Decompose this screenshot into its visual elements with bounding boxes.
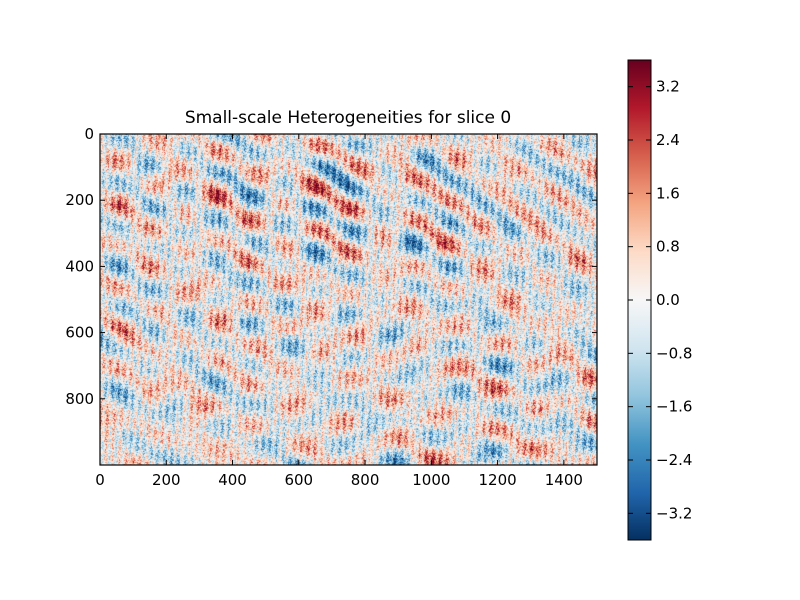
x-tick-label: 0: [95, 471, 105, 489]
heatmap-image: [100, 134, 597, 465]
x-tick-label: 400: [218, 471, 247, 489]
x-tick-label: 1400: [545, 471, 583, 489]
x-tick-label: 200: [152, 471, 181, 489]
colorbar-tick-label: 0.0: [656, 291, 680, 309]
colorbar-tick-label: 2.4: [656, 131, 680, 149]
colorbar-tick-label: 3.2: [656, 78, 680, 96]
chart-title: Small-scale Heterogeneities for slice 0: [185, 108, 511, 128]
y-tick-label: 600: [65, 324, 94, 342]
y-tick-label: 400: [65, 257, 94, 275]
colorbar-tick-label: −3.2: [656, 504, 692, 522]
x-axis-ticks: 0 200 400 600 800 1000 1200 1400: [95, 134, 583, 489]
plot-frame: [99, 133, 598, 466]
colorbar-tick-label: −0.8: [656, 344, 692, 362]
colorbar-tick-label: −2.4: [656, 451, 692, 469]
y-tick-label: 200: [65, 191, 94, 209]
x-tick-label: 1000: [412, 471, 450, 489]
colorbar-tick-label: 1.6: [656, 184, 680, 202]
y-axis-ticks: 0 200 400 600 800: [65, 125, 597, 408]
colorbar-ticks: 3.2 2.4 1.6 0.8 0.0 −0.8 −1.6 −2.4 −3.2: [628, 78, 692, 522]
y-tick-label: 800: [65, 390, 94, 408]
colorbar-tick-label: 0.8: [656, 238, 680, 256]
y-tick-label: 0: [84, 125, 94, 143]
x-tick-label: 1200: [479, 471, 517, 489]
x-tick-label: 600: [284, 471, 313, 489]
x-tick-label: 800: [351, 471, 380, 489]
colorbar-tick-label: −1.6: [656, 398, 692, 416]
